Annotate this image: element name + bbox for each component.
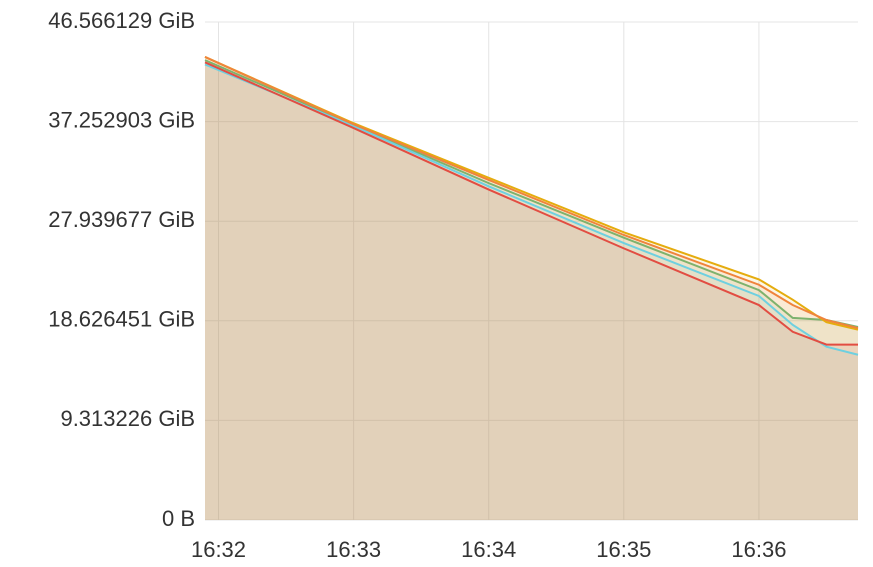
y-tick-label: 46.566129 GiB	[48, 8, 195, 33]
x-tick-label: 16:34	[461, 537, 516, 562]
series-area	[205, 56, 858, 521]
y-tick-label: 9.313226 GiB	[60, 406, 195, 431]
series-area	[205, 60, 858, 521]
x-tick-label: 16:33	[326, 537, 381, 562]
x-tick-label: 16:32	[191, 537, 246, 562]
y-tick-label: 0 B	[162, 506, 195, 531]
y-tick-label: 18.626451 GiB	[48, 307, 195, 332]
series-line	[204, 61, 858, 346]
series-area	[205, 56, 858, 521]
series-area	[205, 64, 858, 520]
y-tick-label: 27.939677 GiB	[48, 207, 195, 232]
x-tick-label: 16:36	[731, 537, 786, 562]
x-tick-label: 16:35	[596, 537, 651, 562]
series-line	[204, 56, 859, 330]
y-tick-label: 37.252903 GiB	[48, 107, 195, 132]
series-area	[205, 62, 858, 521]
